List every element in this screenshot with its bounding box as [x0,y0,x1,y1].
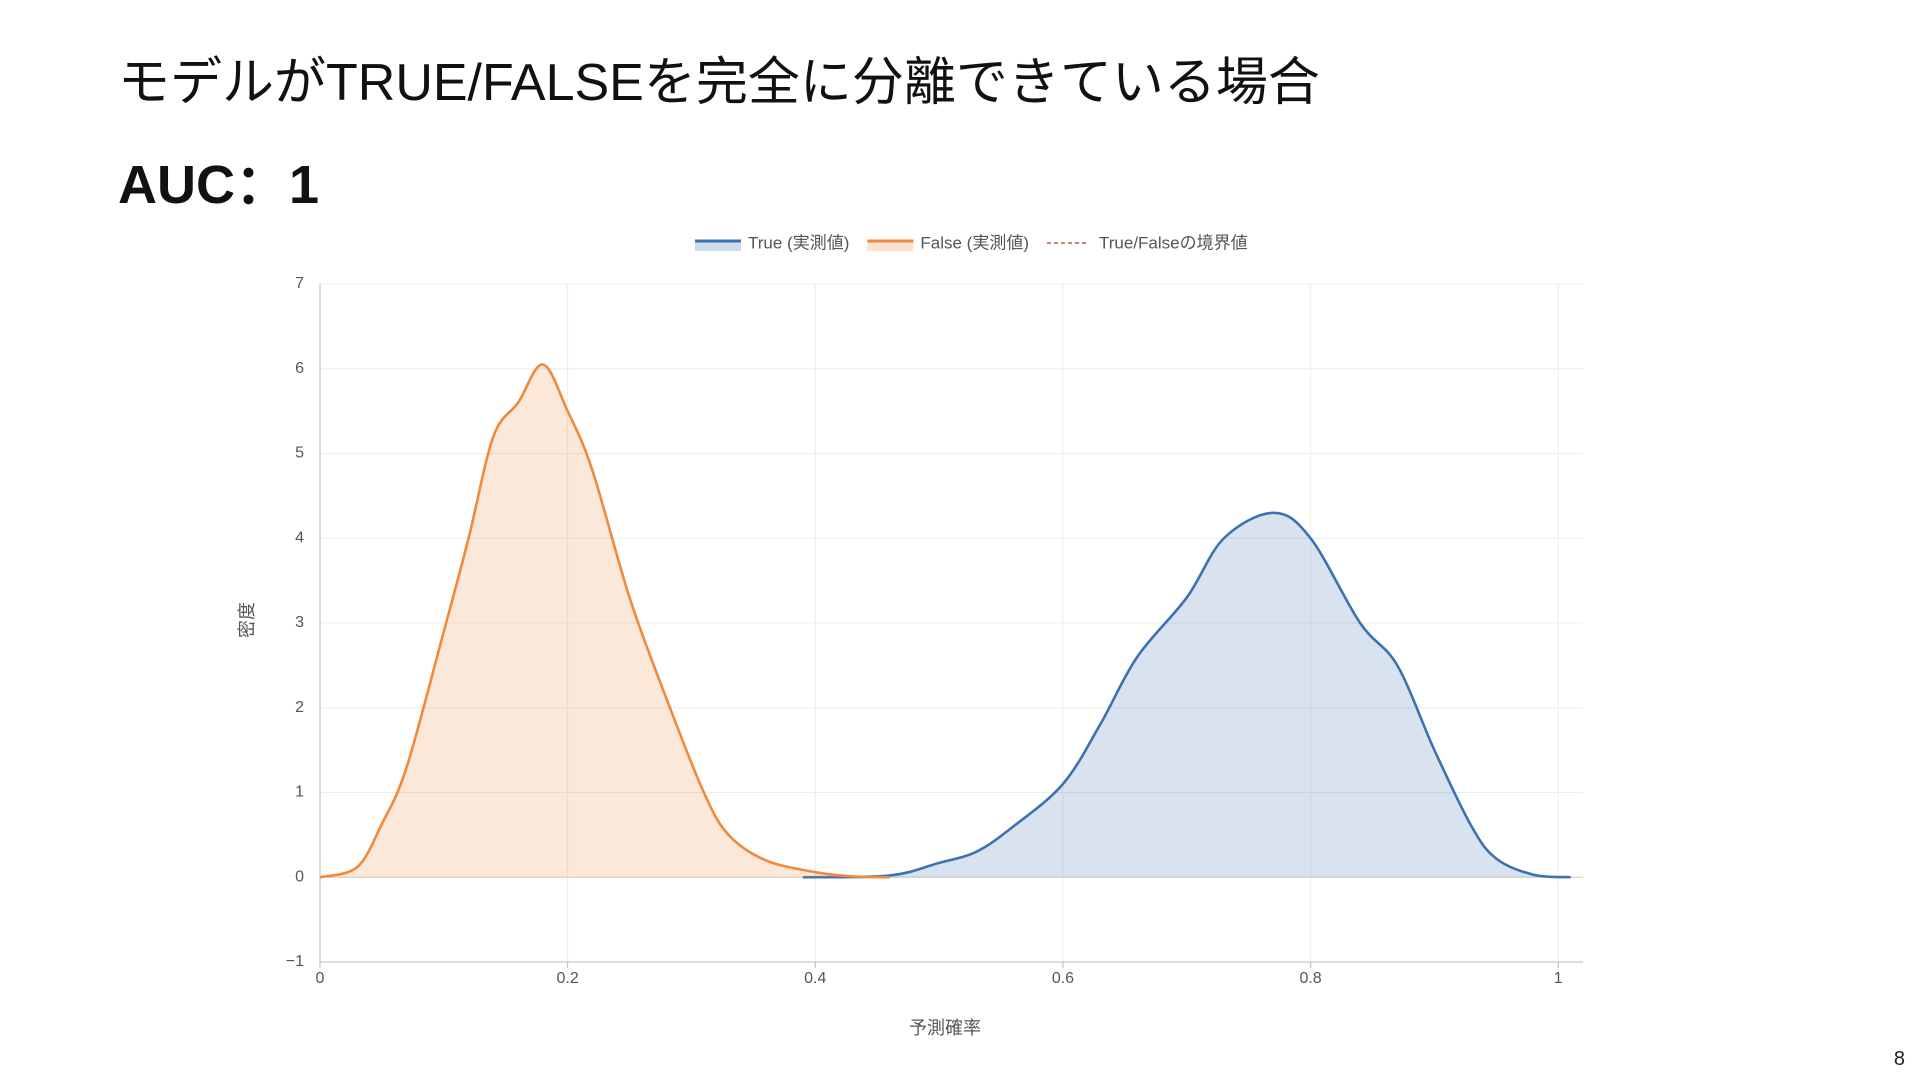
x-tick-label: 0 [316,970,325,987]
legend-swatch [867,241,914,251]
density-line [802,511,1571,879]
y-tick-label: 2 [295,699,304,716]
x-axis-label: 予測確率 [909,1018,981,1038]
page-number: 8 [1893,1048,1905,1070]
x-tick-label: 0.2 [557,970,579,987]
x-tick-label: 0.6 [1052,970,1074,987]
y-tick-label: 7 [295,275,304,292]
y-tick-label: 4 [295,529,304,546]
y-tick-label: 0 [295,868,304,885]
legend-label: True/Falseの境界値 [1099,233,1248,252]
legend-label: True (実測値) [748,233,849,252]
density-area [802,512,1571,878]
x-tick-label: 1 [1554,970,1563,987]
legend-label: False (実測値) [920,233,1029,252]
y-tick-label: 5 [295,445,304,462]
y-tick-label: 1 [295,784,304,801]
density-line [319,363,890,879]
x-tick-label: 0.8 [1299,970,1321,987]
subtitle: AUC：1 [118,155,320,215]
legend-swatch [695,241,741,251]
y-tick-label: 3 [295,614,304,631]
y-tick-label: −1 [286,953,304,970]
y-tick-label: 6 [295,360,304,377]
x-tick-label: 0.4 [804,970,826,987]
y-axis-label: 密度 [237,602,257,638]
density-area [320,364,890,878]
slide-title: モデルがTRUE/FALSEを完全に分離できている場合 [118,54,1320,112]
